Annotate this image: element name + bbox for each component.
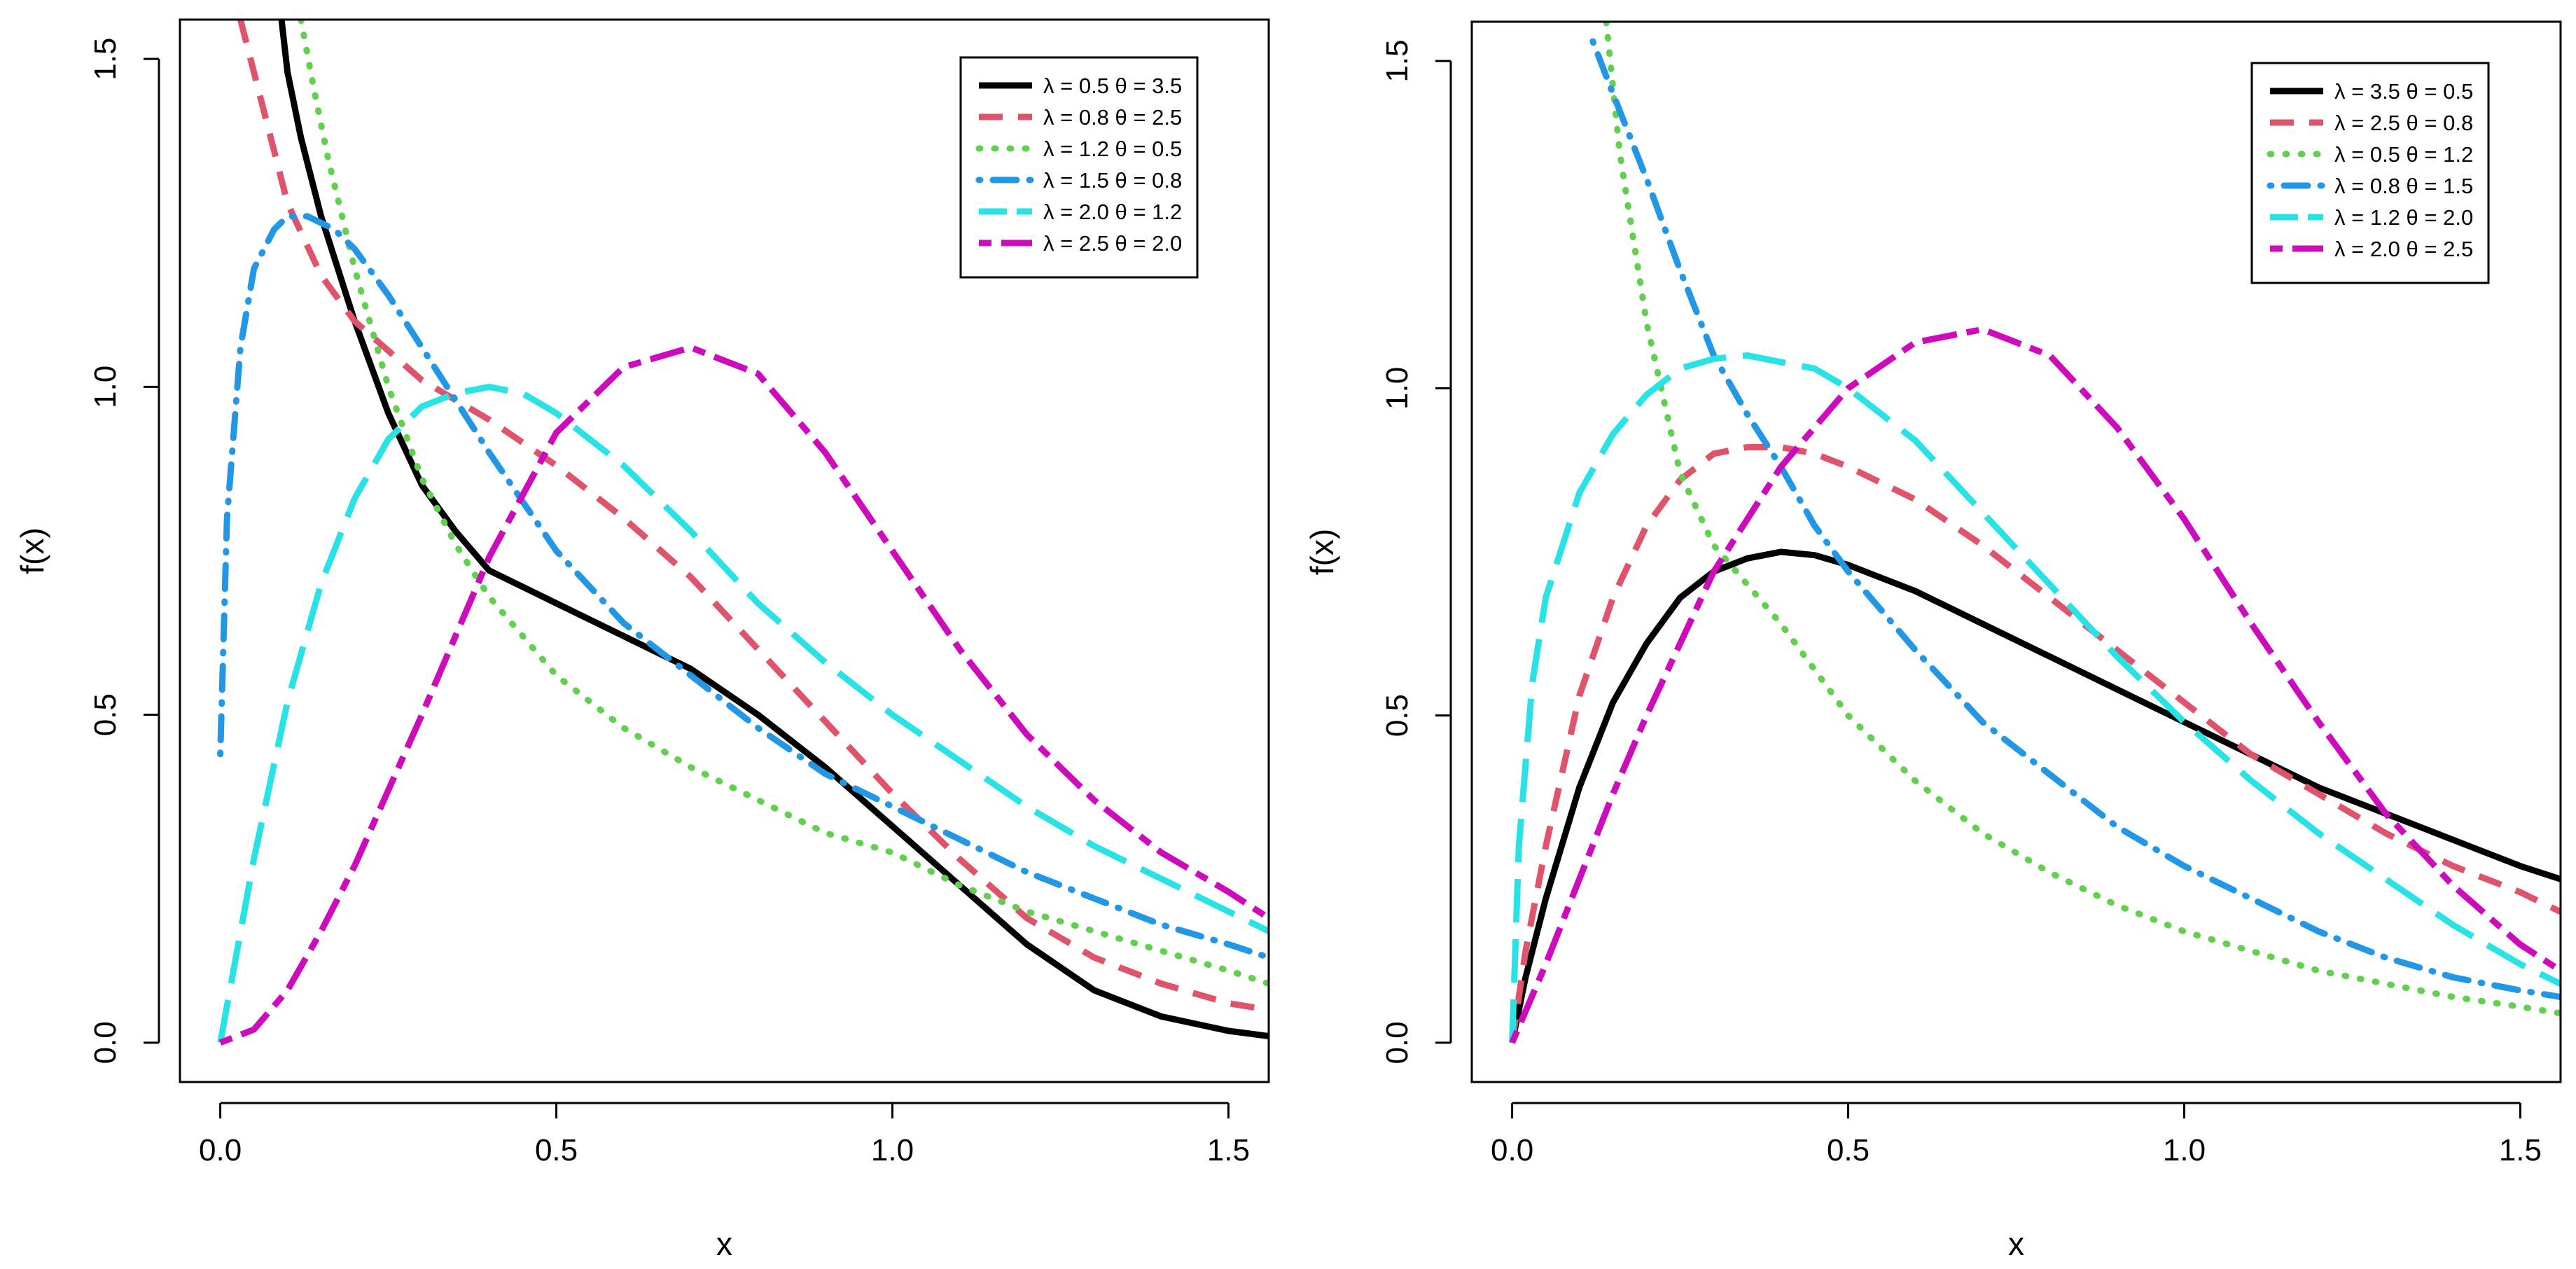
series-line-5 bbox=[218, 344, 1269, 1046]
legend: λ = 3.5 θ = 0.5 λ = 2.5 θ = 0.8 λ = 0.5 θ … bbox=[2250, 62, 2490, 284]
y-tick-label: 0.0 bbox=[88, 1021, 123, 1064]
legend-entry-label: λ = 1.2 θ = 2.0 bbox=[2334, 205, 2473, 230]
legend-entry-label: λ = 2.5 θ = 2.0 bbox=[1043, 231, 1182, 256]
legend-entry-label: λ = 2.0 θ = 1.2 bbox=[1043, 200, 1182, 224]
legend-entry-label: λ = 0.5 θ = 3.5 bbox=[1043, 74, 1182, 98]
x-tick-label: 0.0 bbox=[1491, 1133, 1533, 1167]
x-tick-label: 0.5 bbox=[535, 1133, 578, 1167]
x-tick-label: 1.0 bbox=[2163, 1133, 2206, 1167]
legend-entry-label: λ = 3.5 θ = 0.5 bbox=[2334, 79, 2473, 104]
series-line-0 bbox=[278, 20, 1269, 1039]
legend-box bbox=[2250, 62, 2490, 284]
series-group bbox=[217, 20, 1269, 1046]
x-axis: 0.0 0.5 1.0 1.5 x bbox=[1491, 1102, 2542, 1262]
y-axis: 0.0 0.5 1.0 1.5 f(x) bbox=[14, 38, 160, 1064]
legend-entry-label: λ = 0.8 θ = 1.5 bbox=[2334, 174, 2473, 198]
series-line-3 bbox=[1589, 38, 2561, 1000]
y-tick-label: 1.5 bbox=[88, 38, 123, 81]
legend-entry-label: λ = 1.5 θ = 0.8 bbox=[1043, 168, 1182, 193]
legend-entry-label: λ = 2.5 θ = 0.8 bbox=[2334, 111, 2473, 135]
y-axis-label: f(x) bbox=[1304, 529, 1340, 575]
left-chart: 0.0 0.5 1.0 1.5 x 0.0 0.5 1.0 1.5 f(x) λ = 0.5 θ =… bbox=[14, 18, 1270, 1262]
series-line-4 bbox=[217, 383, 1269, 1043]
x-tick-label: 1.0 bbox=[871, 1133, 914, 1167]
series-line-4 bbox=[1509, 352, 2561, 1043]
y-tick-label: 1.0 bbox=[1380, 367, 1414, 410]
legend-entry-label: λ = 1.2 θ = 0.5 bbox=[1043, 137, 1182, 161]
x-tick-label: 1.5 bbox=[2499, 1133, 2542, 1167]
x-tick-label: 1.5 bbox=[1207, 1133, 1250, 1167]
series-line-5 bbox=[1509, 326, 2561, 1044]
y-tick-label: 0.0 bbox=[1380, 1021, 1414, 1064]
plot-frame bbox=[1470, 20, 2562, 1083]
x-tick-label: 0.0 bbox=[199, 1133, 242, 1167]
right-chart: 0.0 0.5 1.0 1.5 x 0.0 0.5 1.0 1.5 f(x) λ = 3.5 θ =… bbox=[1304, 20, 2562, 1262]
legend-entry-label: λ = 0.8 θ = 2.5 bbox=[1043, 105, 1182, 130]
y-tick-label: 1.0 bbox=[88, 366, 123, 408]
y-axis: 0.0 0.5 1.0 1.5 f(x) bbox=[1304, 39, 1452, 1065]
y-tick-label: 0.5 bbox=[88, 693, 123, 736]
series-line-0 bbox=[1509, 548, 2561, 1043]
y-axis-label: f(x) bbox=[14, 527, 50, 574]
legend-box bbox=[959, 56, 1199, 279]
series-line-2 bbox=[298, 20, 1269, 987]
plot-frame bbox=[179, 18, 1270, 1083]
x-tick-label: 0.5 bbox=[1827, 1133, 1870, 1167]
y-tick-label: 1.5 bbox=[1380, 39, 1414, 82]
legend-entry-label: λ = 2.0 θ = 2.5 bbox=[2334, 237, 2473, 261]
x-axis: 0.0 0.5 1.0 1.5 x bbox=[199, 1102, 1250, 1262]
legend: λ = 0.5 θ = 3.5 λ = 0.8 θ = 2.5 λ = 1.2 θ … bbox=[959, 56, 1199, 279]
series-group bbox=[1509, 22, 2561, 1044]
legend-entry-label: λ = 0.5 θ = 1.2 bbox=[2334, 142, 2473, 167]
y-tick-label: 0.5 bbox=[1380, 694, 1414, 737]
x-axis-label: x bbox=[2008, 1226, 2024, 1262]
series-line-1 bbox=[1509, 444, 2561, 1043]
x-axis-label: x bbox=[716, 1226, 732, 1262]
